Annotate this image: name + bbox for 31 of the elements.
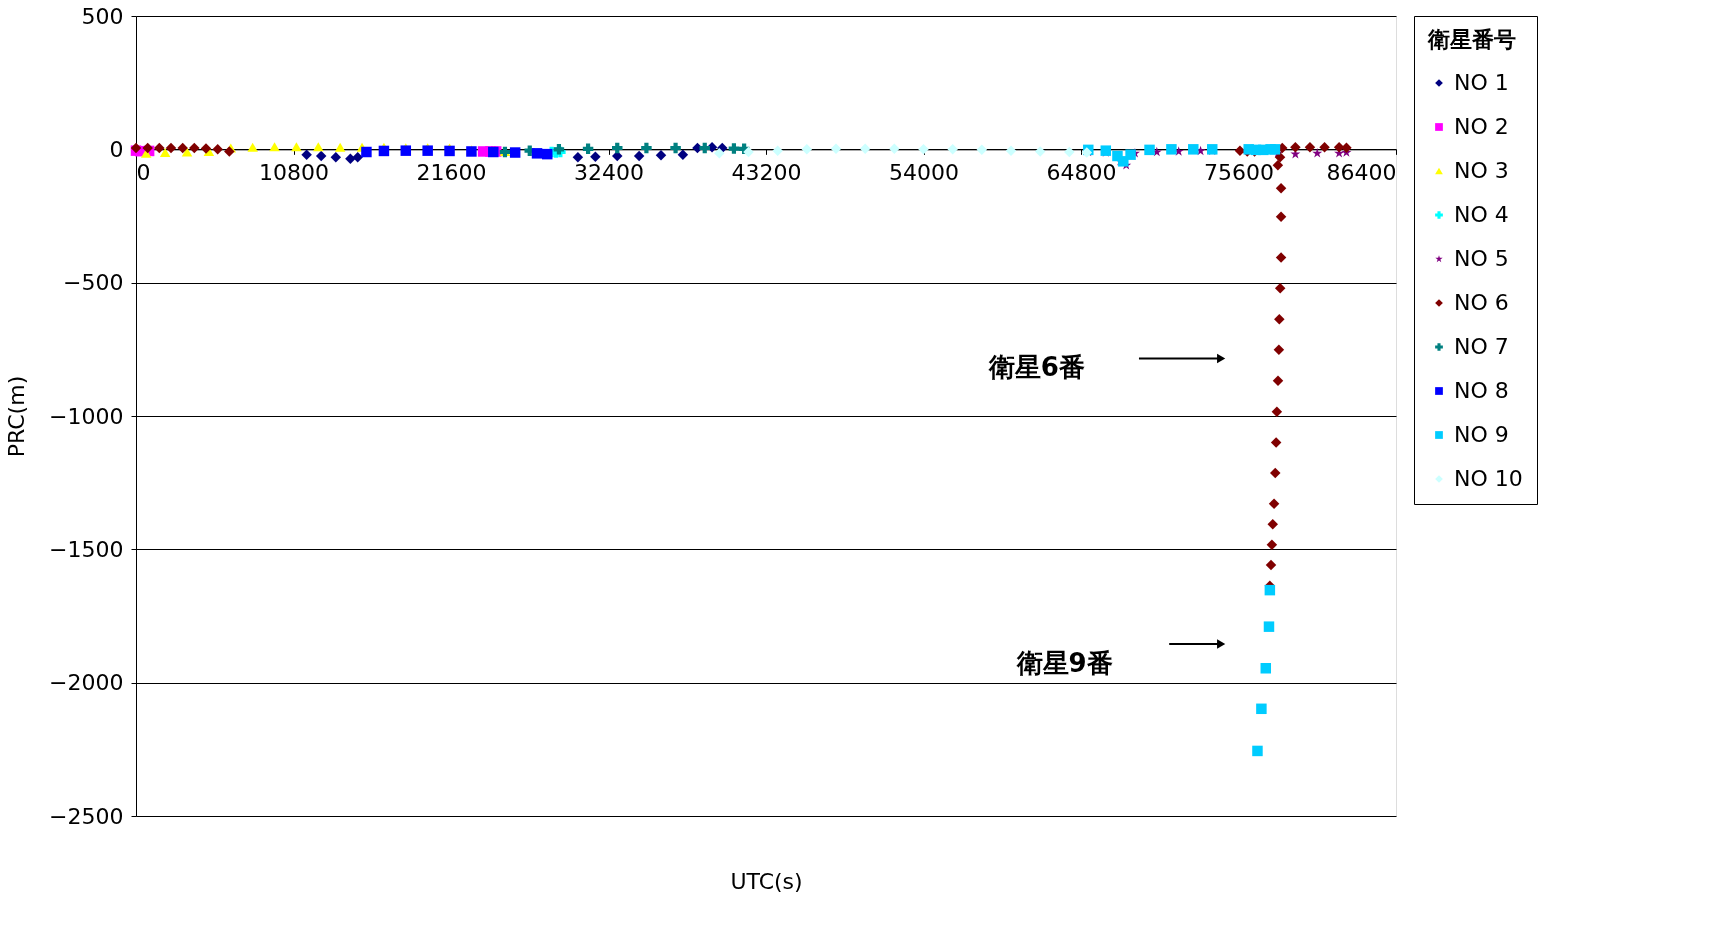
- legend-label: NO 4: [1454, 202, 1509, 227]
- legend-label: NO 9: [1454, 422, 1509, 447]
- legend-label: NO 10: [1454, 466, 1523, 491]
- x-tick-label: 64800: [1046, 159, 1117, 185]
- annotation: 衛星9番: [1015, 648, 1113, 678]
- y-tick-label: 500: [81, 3, 124, 29]
- legend-title: 衛星番号: [1427, 27, 1516, 52]
- x-tick-label: 0: [136, 159, 151, 185]
- y-tick-label: −1000: [49, 403, 124, 429]
- legend-label: NO 5: [1454, 246, 1509, 271]
- x-tick-label: 32400: [574, 159, 644, 185]
- legend-label: NO 6: [1454, 290, 1509, 315]
- y-tick-label: −1500: [49, 536, 124, 562]
- x-tick-label: 21600: [416, 159, 487, 185]
- y-tick-label: −2000: [49, 670, 124, 696]
- legend-label: NO 7: [1454, 334, 1509, 359]
- x-tick-label: 43200: [731, 159, 802, 185]
- x-tick-label: 86400: [1326, 159, 1397, 185]
- legend-label: NO 1: [1454, 70, 1509, 95]
- x-tick-label: 75600: [1204, 159, 1274, 185]
- x-tick-label: 54000: [889, 159, 959, 185]
- x-tick-label: 10800: [259, 159, 329, 185]
- y-tick-label: −500: [63, 270, 124, 296]
- annotation: 衛星6番: [987, 352, 1085, 382]
- legend-label: NO 3: [1454, 158, 1509, 183]
- legend-label: NO 2: [1454, 114, 1509, 139]
- y-tick-label: −2500: [49, 803, 124, 829]
- y-tick-label: 0: [109, 136, 124, 162]
- x-axis-title: UTC(s): [730, 868, 803, 894]
- legend-label: NO 8: [1454, 378, 1509, 403]
- y-axis-title: PRC(m): [4, 375, 30, 458]
